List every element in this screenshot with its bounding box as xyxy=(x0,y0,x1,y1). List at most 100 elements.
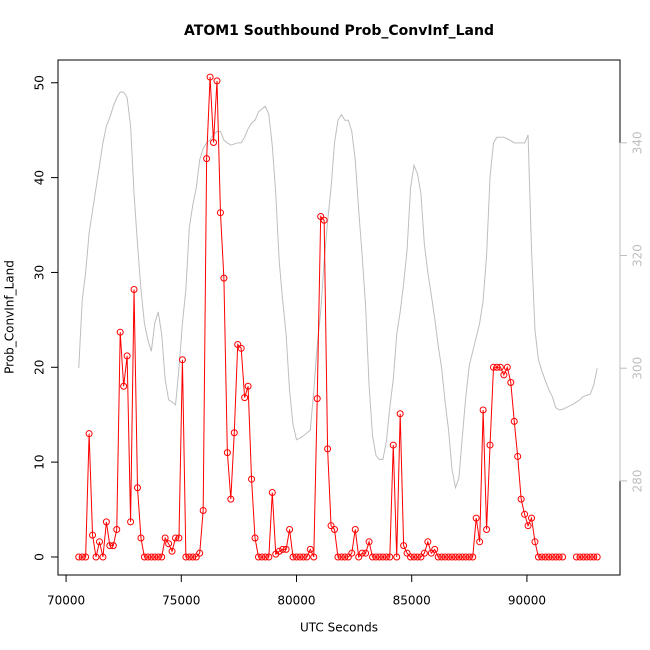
point xyxy=(279,545,287,553)
point xyxy=(99,553,107,561)
point xyxy=(95,538,103,546)
point xyxy=(410,553,418,561)
point xyxy=(161,534,169,542)
point xyxy=(324,445,332,453)
point xyxy=(82,553,90,561)
point xyxy=(469,553,477,561)
point xyxy=(493,363,501,371)
point xyxy=(593,553,601,561)
point xyxy=(216,209,224,217)
point xyxy=(341,553,349,561)
point xyxy=(168,547,176,555)
point xyxy=(178,356,186,364)
point xyxy=(296,553,304,561)
point xyxy=(583,553,591,561)
point xyxy=(133,484,141,492)
y-tick-label: 40 xyxy=(33,170,47,185)
point xyxy=(396,410,404,418)
point xyxy=(227,495,235,503)
point xyxy=(503,363,511,371)
point xyxy=(92,553,100,561)
point xyxy=(590,553,598,561)
point xyxy=(286,525,294,533)
point xyxy=(372,553,380,561)
point xyxy=(531,538,539,546)
point xyxy=(310,553,318,561)
point xyxy=(172,534,180,542)
point xyxy=(534,553,542,561)
point xyxy=(479,406,487,414)
point xyxy=(258,553,266,561)
point xyxy=(541,553,549,561)
point xyxy=(576,553,584,561)
point xyxy=(313,395,321,403)
point xyxy=(268,488,276,496)
point xyxy=(244,382,252,390)
point xyxy=(528,514,536,522)
point xyxy=(382,553,390,561)
point xyxy=(451,553,459,561)
point xyxy=(303,553,311,561)
x-tick-label: 80000 xyxy=(277,594,315,608)
point xyxy=(455,553,463,561)
point xyxy=(521,510,529,518)
point xyxy=(199,507,207,515)
point xyxy=(203,155,211,163)
point xyxy=(151,553,159,561)
point xyxy=(344,553,352,561)
point xyxy=(220,274,228,282)
point xyxy=(206,73,214,81)
point xyxy=(555,553,563,561)
point xyxy=(572,553,580,561)
point xyxy=(120,382,128,390)
point xyxy=(137,534,145,542)
x-tick-label: 75000 xyxy=(162,594,200,608)
point xyxy=(144,553,152,561)
point xyxy=(254,553,262,561)
x-axis-label: UTC Seconds xyxy=(300,621,378,635)
y-tick-label: 30 xyxy=(33,265,47,280)
point xyxy=(292,553,300,561)
point xyxy=(251,534,259,542)
point xyxy=(289,553,297,561)
point xyxy=(510,417,518,425)
point xyxy=(465,553,473,561)
point xyxy=(241,394,249,402)
point xyxy=(431,545,439,553)
point xyxy=(265,553,273,561)
point xyxy=(514,452,522,460)
point xyxy=(365,538,373,546)
point xyxy=(113,525,121,533)
y2-tick-label: 280 xyxy=(631,469,645,492)
point xyxy=(462,553,470,561)
point xyxy=(213,77,221,85)
point xyxy=(230,429,238,437)
point xyxy=(102,518,110,526)
x-tick-label: 90000 xyxy=(508,594,546,608)
point xyxy=(351,525,359,533)
point xyxy=(400,542,408,550)
point xyxy=(237,344,245,352)
point xyxy=(483,525,491,533)
point xyxy=(375,553,383,561)
point xyxy=(486,441,494,449)
point xyxy=(424,538,432,546)
point xyxy=(334,553,342,561)
point xyxy=(182,553,190,561)
point xyxy=(427,549,435,557)
point xyxy=(500,371,508,379)
point xyxy=(517,495,525,503)
point xyxy=(147,553,155,561)
point xyxy=(524,522,532,530)
point xyxy=(448,553,456,561)
x-tick-label: 85000 xyxy=(393,594,431,608)
y-tick-label: 50 xyxy=(33,75,47,90)
y-tick-label: 10 xyxy=(33,454,47,469)
point xyxy=(379,553,387,561)
point xyxy=(275,547,283,555)
point xyxy=(559,553,567,561)
point xyxy=(123,352,131,360)
point xyxy=(306,545,314,553)
point xyxy=(317,212,325,220)
